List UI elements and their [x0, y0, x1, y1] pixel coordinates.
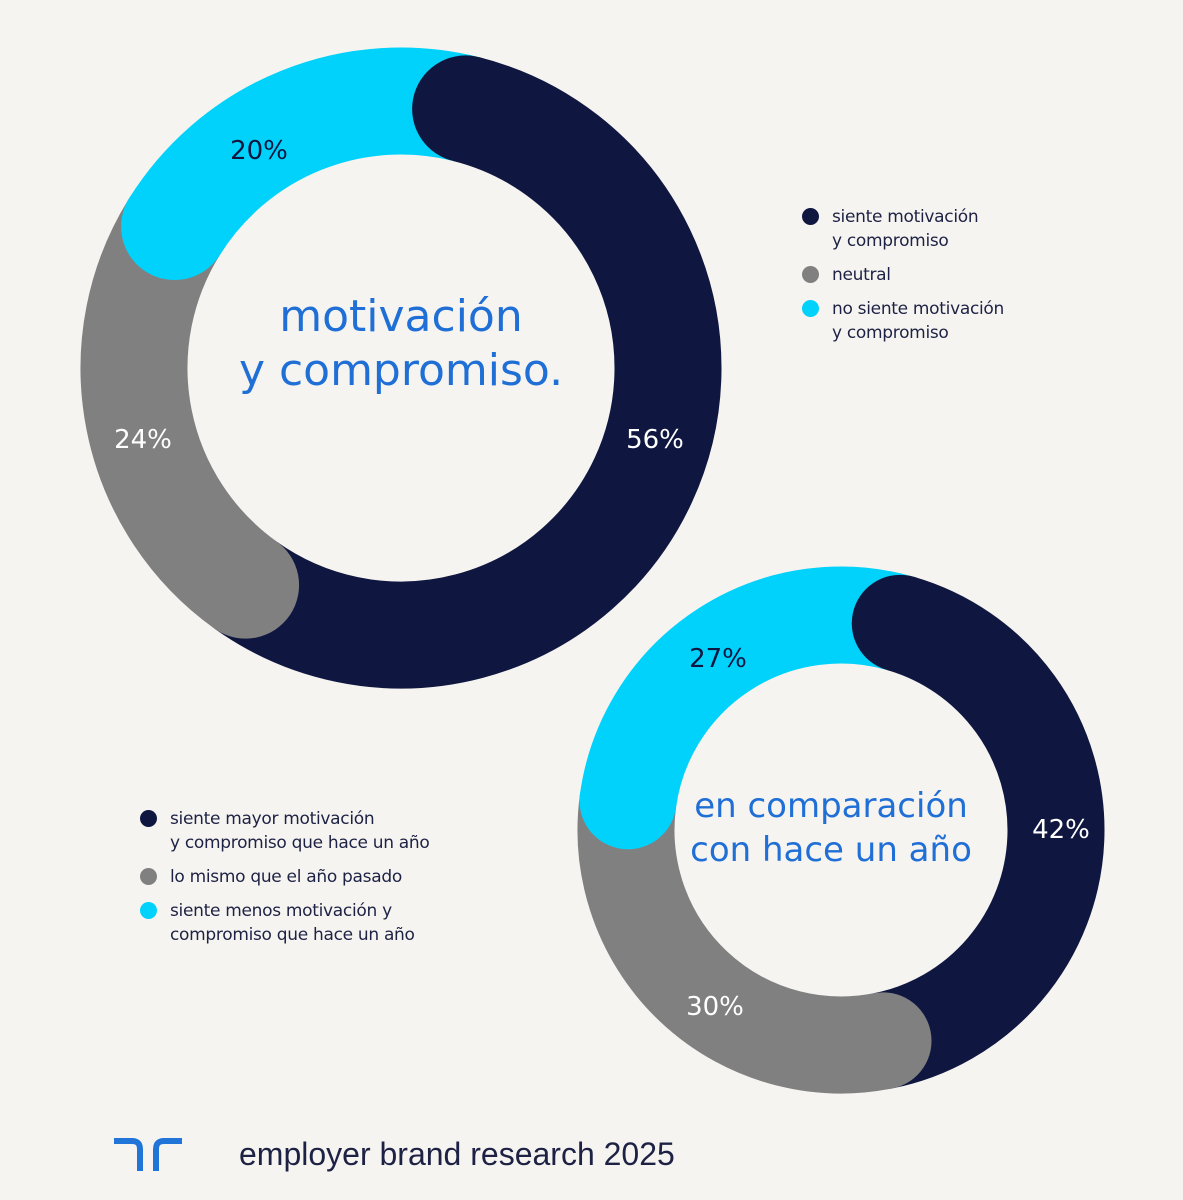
legend-item: siente motivación y compromiso [802, 205, 1004, 253]
legend-label: neutral [832, 265, 891, 285]
chart2-center-title: en comparación con hace un año [681, 784, 981, 872]
label-gray: 24% [114, 425, 172, 455]
chart1-title-line2: y compromiso. [238, 345, 564, 396]
chart1-center-title: motivación y compromiso. [201, 290, 601, 398]
legend-label: lo mismo que el año pasado [170, 867, 402, 887]
legend-dot-gray-icon [802, 266, 819, 283]
chart1-legend: siente motivación y compromiso neutral n… [802, 205, 1004, 355]
segment-gray [80, 198, 278, 629]
label-cyan: 20% [230, 136, 288, 166]
cap-cyan [121, 173, 229, 281]
legend-label: siente motivación y compromiso [832, 207, 979, 251]
legend-dot-gray-icon [140, 868, 157, 885]
segment-cyan [579, 566, 914, 809]
legend-item: no siente motivación y compromiso [802, 297, 1004, 345]
chart2-title-line1: en comparación [694, 786, 968, 826]
legend-item: siente menos motivación y compromiso que… [140, 899, 430, 947]
footer: employer brand research 2025 [112, 1135, 675, 1173]
cap-navy [851, 574, 949, 672]
randstad-logo-icon [114, 1138, 182, 1171]
cap-navy [412, 55, 520, 163]
legend-label: siente mayor motivación y compromiso que… [170, 809, 430, 853]
label-cyan: 27% [689, 644, 747, 674]
legend-item: siente mayor motivación y compromiso que… [140, 807, 430, 855]
legend-item: neutral [802, 263, 1004, 287]
label-gray: 30% [686, 992, 744, 1022]
cap-gray [192, 531, 300, 639]
label-navy: 42% [1032, 815, 1090, 845]
chart1-title-line1: motivación [279, 291, 523, 342]
legend-dot-navy-icon [140, 810, 157, 827]
donut-chart-comparison: 42% 30% 27% [577, 566, 1105, 1094]
cap-gray [834, 992, 932, 1090]
legend-item: lo mismo que el año pasado [140, 865, 430, 889]
cap-cyan [579, 752, 677, 850]
footer-brand-text: employer brand research 2025 [239, 1135, 675, 1172]
segment-navy [214, 57, 722, 689]
chart2-title-line2: con hace un año [690, 830, 972, 870]
segment-gray [577, 794, 893, 1094]
donut-chart-motivation: 56% 24% 20% [80, 47, 722, 689]
legend-dot-cyan-icon [802, 300, 819, 317]
segment-navy [872, 576, 1105, 1089]
legend-label: no siente motivación y compromiso [832, 299, 1004, 343]
legend-dot-navy-icon [802, 208, 819, 225]
label-navy: 56% [626, 425, 684, 455]
chart2-legend: siente mayor motivación y compromiso que… [140, 807, 430, 957]
legend-label: siente menos motivación y compromiso que… [170, 901, 415, 945]
legend-dot-cyan-icon [140, 902, 157, 919]
